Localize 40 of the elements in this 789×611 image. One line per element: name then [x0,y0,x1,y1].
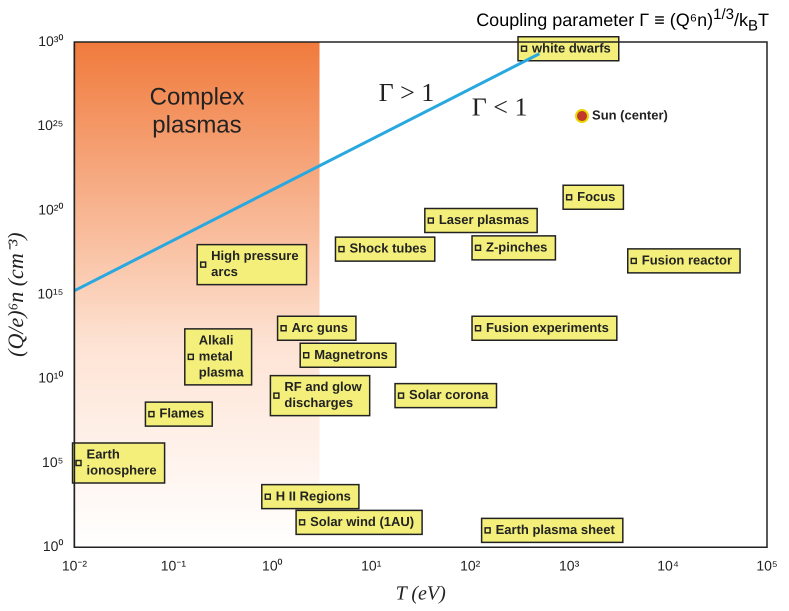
series-label: Z-pinches [486,239,548,254]
series-label: Solar corona [409,387,490,402]
y-tick-label: 10¹⁵ [37,285,64,302]
series-label: High pressure arcs [211,248,299,280]
chart-title: Coupling parameter Γ ≡ (Q⁶n)$^{1/3}$/k$_{B}$T [476,6,769,35]
series-label: Alkali metal plasma [198,332,244,380]
x-tick-label: 10³ [559,557,580,574]
series-label: Sun (center) [592,108,668,123]
series-label: Flames [159,406,204,421]
series-label: Focus [577,188,616,204]
band-label: Complex plasmas [150,84,244,139]
series-label: Fusion experiments [486,320,609,335]
series-label: H II Regions [276,488,351,504]
x-tick-label: 10² [460,557,481,574]
x-tick-label: 10¹ [361,557,382,574]
x-tick-label: 10⁻² [62,557,88,574]
series-label: Solar wind (1AU) [310,514,414,529]
y-tick-label: 10²⁰ [38,201,64,218]
series-label: Magnetrons [314,346,388,362]
x-tick-label: 10⁻¹ [160,557,186,574]
x-tick-label: 10⁰ [262,557,283,574]
series-label: RF and glow discharges [284,379,363,410]
y-tick-label: 10²⁵ [37,117,64,134]
annotation: Γ > 1 [378,78,434,107]
annotation: Γ < 1 [472,92,528,122]
series-label: Earth ionosphere [86,446,157,478]
series-label: Arc guns [292,320,348,335]
series-label: Earth plasma sheet [496,522,616,537]
x-tick-label: 10⁵ [756,557,778,574]
x-tick-label: 10⁴ [657,557,679,574]
x-axis-title: T (eV) [396,582,446,604]
series-label: Laser plasmas [438,212,530,228]
y-tick-label: 10⁵ [42,454,64,470]
series-label: white dwarfs [531,40,611,56]
y-tick-label: 10³⁰ [38,32,64,49]
y-tick-label: 10¹⁰ [38,370,64,386]
series-label: Fusion reactor [642,252,732,268]
y-axis-title: (Q/e)⁶n (cm⁻³) [2,232,28,357]
y-tick-label: 10⁰ [42,538,64,554]
series-label: Shock tubes [349,240,427,256]
